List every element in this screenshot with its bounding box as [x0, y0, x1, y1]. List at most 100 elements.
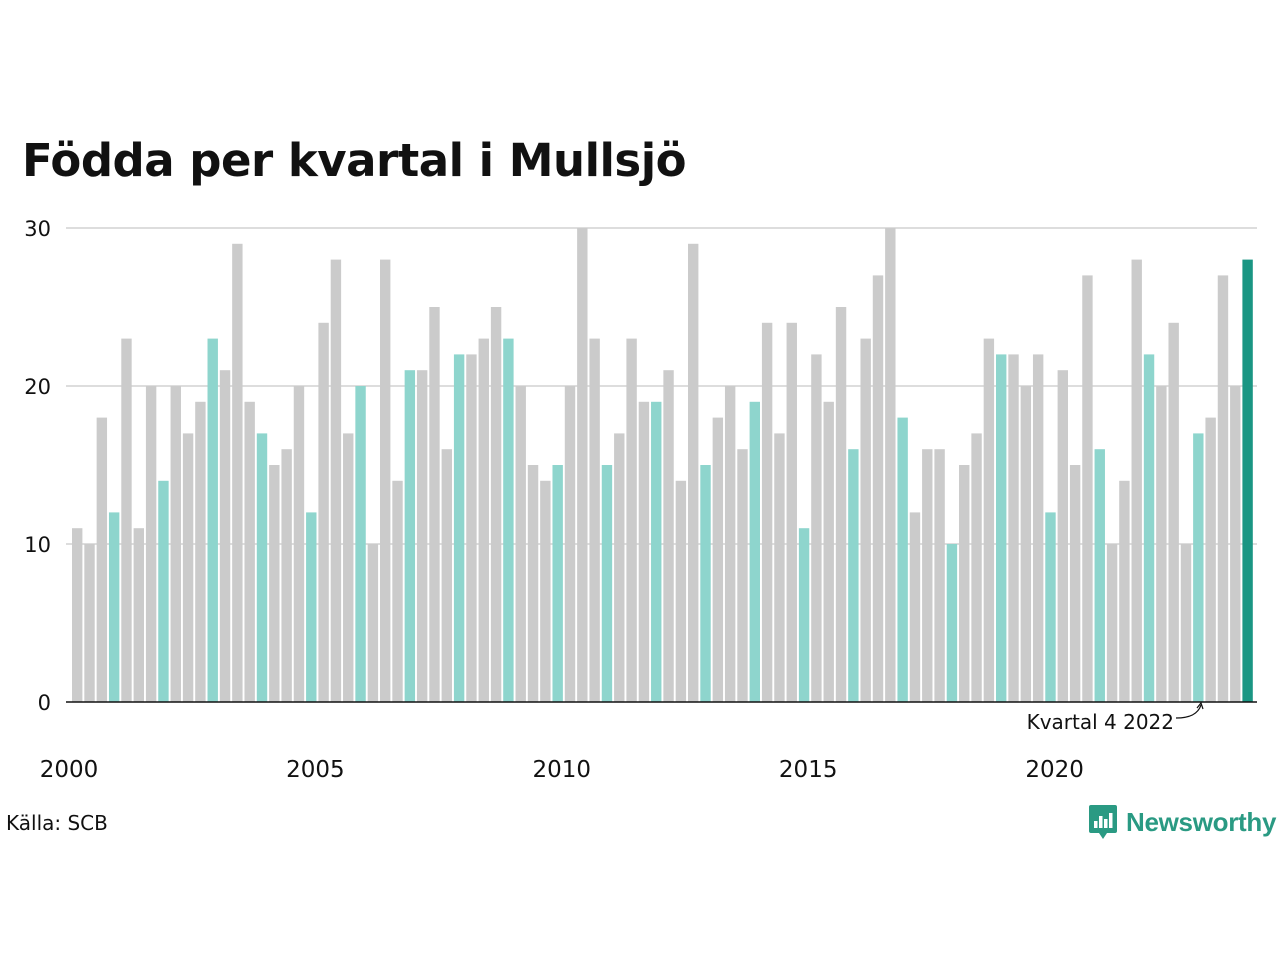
- bar: [675, 480, 687, 702]
- bar: [589, 338, 600, 702]
- bar: [306, 512, 317, 702]
- chart-title: Födda per kvartal i Mullsjö: [22, 134, 687, 187]
- bar: [330, 259, 342, 702]
- bar: [515, 386, 526, 702]
- bar: [724, 386, 736, 702]
- bar: [1057, 370, 1068, 702]
- bar: [158, 480, 169, 702]
- bar: [1168, 322, 1179, 702]
- highlight-annotation: Kvartal 4 2022: [1027, 701, 1204, 734]
- bar: [996, 354, 1007, 702]
- bar: [663, 370, 674, 702]
- bars: [72, 228, 1253, 703]
- bar: [318, 322, 329, 702]
- bar: [601, 465, 613, 702]
- bar: [971, 433, 982, 702]
- bar: [269, 465, 280, 702]
- newsworthy-brand: Newsworthy: [1088, 804, 1276, 840]
- bar: [552, 465, 563, 702]
- y-tick-label: 20: [24, 375, 51, 399]
- bar: [626, 338, 637, 702]
- bar: [84, 544, 95, 702]
- bar: [1143, 354, 1155, 702]
- bar: [688, 243, 699, 703]
- bar: [1119, 480, 1130, 702]
- x-tick-label: 2005: [286, 757, 345, 783]
- bar: [922, 449, 933, 702]
- y-axis-ticks: 0 10 20 30: [24, 217, 51, 715]
- bar: [959, 465, 970, 702]
- bar: [466, 354, 477, 702]
- bar: [195, 401, 206, 702]
- annotation-arrow: [1175, 704, 1202, 719]
- bar: [441, 449, 452, 702]
- bar: [737, 449, 748, 702]
- x-axis-ticks: 2000 2005 2010 2015 2020: [40, 757, 1084, 783]
- bar: [564, 386, 576, 702]
- bar: [934, 449, 945, 702]
- bar: [749, 401, 760, 702]
- bar: [367, 544, 379, 702]
- bar: [1205, 417, 1216, 702]
- bar: [909, 512, 921, 702]
- bar: [416, 370, 428, 702]
- bar: [1193, 433, 1204, 702]
- bar: [527, 465, 539, 702]
- bar: [885, 228, 896, 702]
- bar: [355, 386, 366, 702]
- bar: [293, 386, 305, 702]
- bar: [983, 338, 995, 702]
- bar: [1045, 512, 1056, 702]
- bar: [429, 307, 440, 702]
- bar: [651, 401, 662, 702]
- bar: [232, 243, 243, 703]
- y-tick-label: 30: [24, 217, 51, 241]
- bar: [577, 228, 588, 702]
- bar: [490, 307, 502, 702]
- bar: [380, 259, 391, 702]
- bar: [946, 544, 958, 702]
- source-label: Källa: SCB: [6, 811, 108, 835]
- bar: [1032, 354, 1044, 702]
- bar: [774, 433, 785, 702]
- bar: [1020, 386, 1032, 702]
- bar: [72, 528, 83, 702]
- bar: [244, 401, 255, 702]
- bar: [170, 386, 181, 702]
- bar: [281, 449, 292, 702]
- bar: [614, 433, 625, 702]
- newsworthy-logo-icon: [1089, 805, 1117, 839]
- bar: [1069, 465, 1081, 702]
- bar: [1217, 275, 1229, 702]
- bar: [478, 338, 489, 702]
- bar: [848, 449, 859, 702]
- bar: [798, 528, 810, 702]
- bar: [761, 322, 773, 702]
- bar: [404, 370, 416, 702]
- bar: [108, 512, 120, 702]
- bar: [256, 433, 268, 702]
- bar: [835, 307, 847, 702]
- bar: [1082, 275, 1093, 702]
- bar: [343, 433, 354, 702]
- bar: [133, 528, 144, 702]
- bar: [1106, 544, 1118, 702]
- bar: [1180, 544, 1192, 702]
- brand-name: Newsworthy: [1126, 806, 1277, 837]
- bar: [1156, 386, 1167, 702]
- bar: [207, 338, 218, 702]
- bar: [503, 338, 514, 702]
- bar: [712, 417, 724, 702]
- bar: [700, 465, 711, 702]
- x-tick-label: 2020: [1025, 757, 1084, 783]
- bar: [182, 433, 194, 702]
- bar: [1008, 354, 1019, 702]
- bar: [823, 401, 834, 702]
- bar: [638, 401, 650, 702]
- bar: [1094, 449, 1105, 702]
- bar: [453, 354, 465, 702]
- bar-latest: [1242, 259, 1253, 702]
- bar: [96, 417, 108, 702]
- bar: [897, 417, 908, 702]
